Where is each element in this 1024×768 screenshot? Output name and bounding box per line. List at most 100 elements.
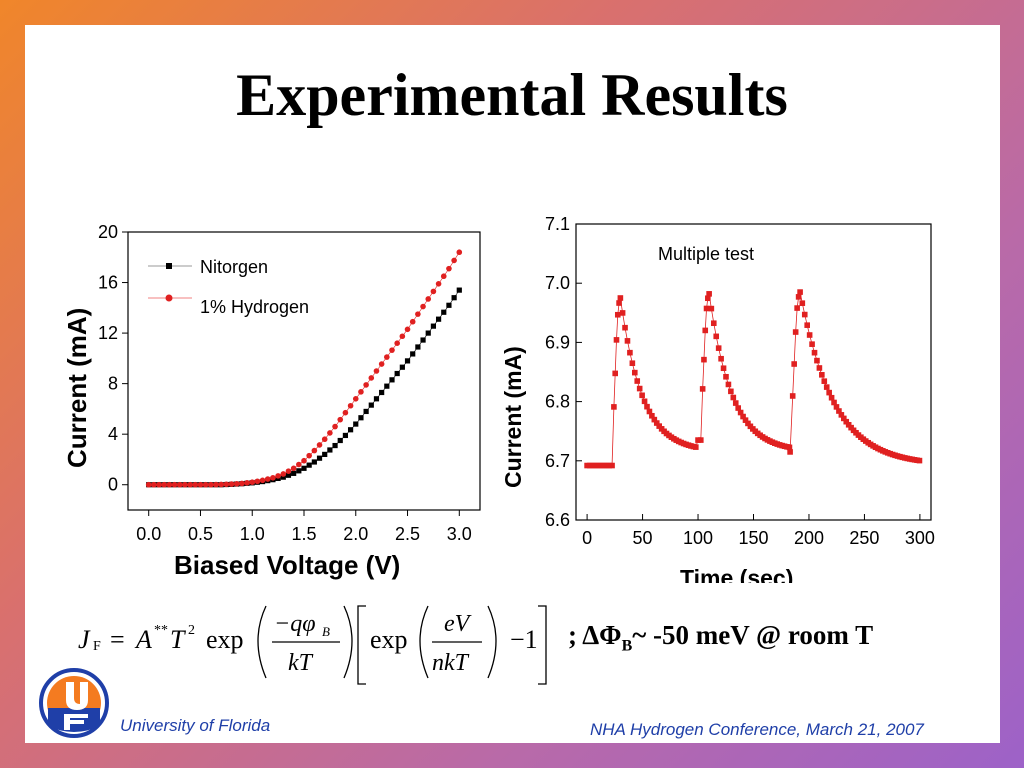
- mt-point: [622, 324, 628, 331]
- mt-point: [826, 389, 832, 396]
- iv-ytick-label: 12: [98, 323, 118, 343]
- mt-point: [611, 404, 617, 410]
- iv-chart-ylabel: Current (mA): [62, 308, 92, 468]
- iv-point-hydrogen: [342, 409, 349, 416]
- iv-point-hydrogen: [275, 473, 281, 479]
- iv-series-line: [148, 252, 460, 486]
- iv-point-nitrogen: [368, 402, 374, 408]
- iv-point-nitrogen: [373, 396, 380, 402]
- mt-point: [613, 337, 620, 343]
- iv-point-nitrogen: [306, 462, 312, 468]
- iv-point-hydrogen: [358, 389, 364, 395]
- formula-den1: kT: [288, 650, 314, 676]
- mt-point: [786, 444, 793, 451]
- mt-point: [804, 322, 810, 328]
- iv-point-nitrogen: [316, 455, 323, 461]
- iv-point-hydrogen: [446, 265, 452, 272]
- iv-point-hydrogen: [311, 447, 318, 454]
- iv-point-hydrogen: [430, 288, 437, 295]
- mt-point: [801, 311, 808, 318]
- crop-mask: [560, 583, 980, 593]
- mt-point: [708, 305, 715, 312]
- iv-point-hydrogen: [254, 478, 261, 485]
- mt-ytick-label: 6.7: [545, 451, 570, 471]
- multiple-test-frame: [575, 223, 932, 521]
- iv-point-nitrogen: [322, 451, 328, 457]
- iv-point-hydrogen: [223, 481, 230, 488]
- iv-point-nitrogen: [280, 474, 286, 480]
- uf-logo-icon: [39, 668, 109, 738]
- multiple-test-title: Multiple test: [658, 244, 754, 264]
- formula-a-sup: **: [154, 623, 168, 638]
- iv-point-hydrogen: [264, 476, 271, 482]
- mt-point: [617, 295, 624, 301]
- mt-point: [816, 365, 823, 371]
- iv-point-hydrogen: [435, 281, 442, 287]
- iv-point-hydrogen: [440, 273, 447, 280]
- iv-point-nitrogen: [430, 323, 437, 329]
- mt-point: [710, 320, 717, 327]
- formula-exp1: exp: [206, 625, 244, 654]
- mt-point: [845, 421, 852, 428]
- iv-ytick-label: 8: [108, 374, 118, 394]
- iv-point-nitrogen: [451, 295, 457, 301]
- mt-point: [795, 294, 802, 300]
- iv-xtick-label: 1.0: [240, 524, 265, 544]
- iv-point-nitrogen: [446, 302, 452, 308]
- iv-point-hydrogen: [270, 474, 276, 481]
- iv-point-hydrogen: [415, 311, 421, 317]
- iv-point-hydrogen: [290, 465, 297, 472]
- iv-point-hydrogen: [394, 340, 400, 347]
- iv-xtick-label: 3.0: [447, 524, 472, 544]
- mt-xtick-label: 250: [849, 528, 879, 548]
- iv-point-hydrogen: [451, 257, 457, 264]
- iv-point-nitrogen: [410, 351, 416, 357]
- iv-point-hydrogen: [202, 481, 209, 488]
- mt-point: [841, 415, 847, 422]
- iv-point-nitrogen: [379, 389, 385, 396]
- mt-point: [730, 394, 737, 401]
- formula-jf-sub: F: [93, 639, 101, 654]
- schottky-formula: J F = A ** T 2 exp −qφ B kT exp eV nkT −…: [78, 605, 547, 685]
- iv-point-nitrogen: [342, 432, 349, 439]
- mt-point: [646, 408, 653, 415]
- formula-exp2: exp: [370, 625, 408, 654]
- mt-ytick-label: 6.6: [545, 510, 570, 530]
- iv-point-hydrogen: [373, 368, 380, 374]
- iv-point-hydrogen: [249, 479, 256, 486]
- iv-point-hydrogen: [347, 402, 354, 409]
- iv-point-hydrogen: [161, 481, 168, 488]
- mt-point: [811, 349, 818, 356]
- mt-point: [639, 392, 645, 399]
- mt-point: [797, 289, 803, 295]
- iv-point-hydrogen: [228, 481, 235, 487]
- iv-point-nitrogen: [301, 465, 307, 471]
- iv-point-hydrogen: [259, 477, 266, 484]
- formula-a: A: [134, 625, 152, 654]
- iv-point-nitrogen: [332, 442, 338, 449]
- mt-point: [715, 345, 722, 351]
- mt-point: [742, 417, 749, 423]
- mt-point: [836, 408, 842, 414]
- mt-point: [723, 373, 729, 380]
- iv-point-hydrogen: [352, 396, 359, 402]
- mt-point: [627, 349, 633, 356]
- iv-point-hydrogen: [145, 481, 152, 488]
- mt-point: [649, 412, 655, 419]
- iv-point-hydrogen: [171, 481, 178, 488]
- iv-point-hydrogen: [285, 468, 292, 474]
- mt-xtick-label: 200: [794, 528, 824, 548]
- mt-point: [806, 332, 813, 338]
- iv-chart-xlabel: Biased Voltage (V): [174, 550, 400, 580]
- iv-point-hydrogen: [337, 416, 344, 423]
- formula-t: T: [170, 625, 186, 654]
- mt-point: [702, 327, 709, 334]
- mt-point: [705, 295, 711, 302]
- slide-canvas: [25, 25, 1000, 743]
- mt-point: [831, 399, 837, 406]
- mt-point: [828, 394, 835, 401]
- iv-point-nitrogen: [425, 330, 431, 336]
- mt-point: [814, 357, 820, 364]
- mt-ytick-label: 6.9: [545, 332, 570, 352]
- formula-den2: nkT: [432, 650, 470, 676]
